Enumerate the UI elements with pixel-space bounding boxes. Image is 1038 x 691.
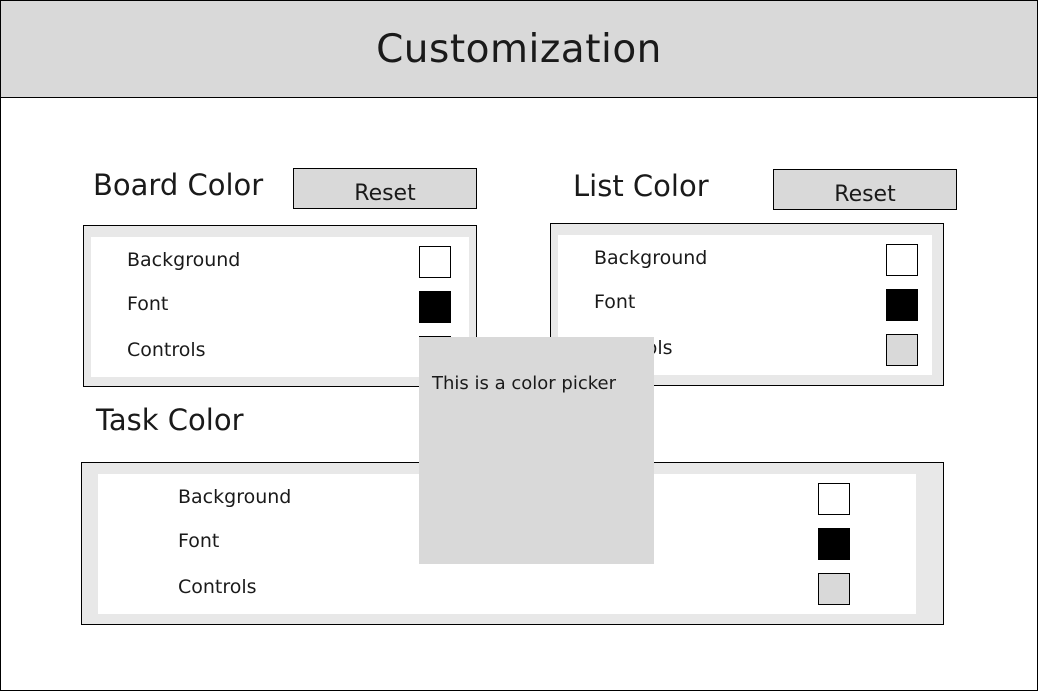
board-font-swatch[interactable] <box>419 291 451 323</box>
list-controls-swatch[interactable] <box>886 334 918 366</box>
task-controls-swatch[interactable] <box>818 573 850 605</box>
task-font-label: Font <box>178 530 220 552</box>
list-color-title: List Color <box>573 169 709 203</box>
list-font-swatch[interactable] <box>886 289 918 321</box>
board-font-label: Font <box>127 293 169 315</box>
task-controls-label: Controls <box>178 576 257 598</box>
board-background-label: Background <box>127 249 241 271</box>
task-background-swatch[interactable] <box>818 483 850 515</box>
board-color-title: Board Color <box>93 168 264 202</box>
board-color-panel: Background Font Controls <box>83 225 477 387</box>
list-background-label: Background <box>594 247 708 269</box>
task-color-title: Task Color <box>96 403 244 437</box>
board-color-list: Background Font Controls <box>91 237 469 377</box>
color-picker-placeholder-text: This is a color picker <box>432 373 616 394</box>
list-reset-button[interactable]: Reset <box>773 169 957 210</box>
page-title: Customization <box>376 26 662 72</box>
task-font-swatch[interactable] <box>818 528 850 560</box>
task-background-label: Background <box>178 486 292 508</box>
header-bar: Customization <box>1 1 1037 98</box>
board-background-swatch[interactable] <box>419 246 451 278</box>
color-picker-popup[interactable]: This is a color picker <box>419 337 654 564</box>
board-reset-button[interactable]: Reset <box>293 168 477 209</box>
list-font-label: Font <box>594 291 636 313</box>
board-controls-label: Controls <box>127 339 206 361</box>
list-background-swatch[interactable] <box>886 244 918 276</box>
